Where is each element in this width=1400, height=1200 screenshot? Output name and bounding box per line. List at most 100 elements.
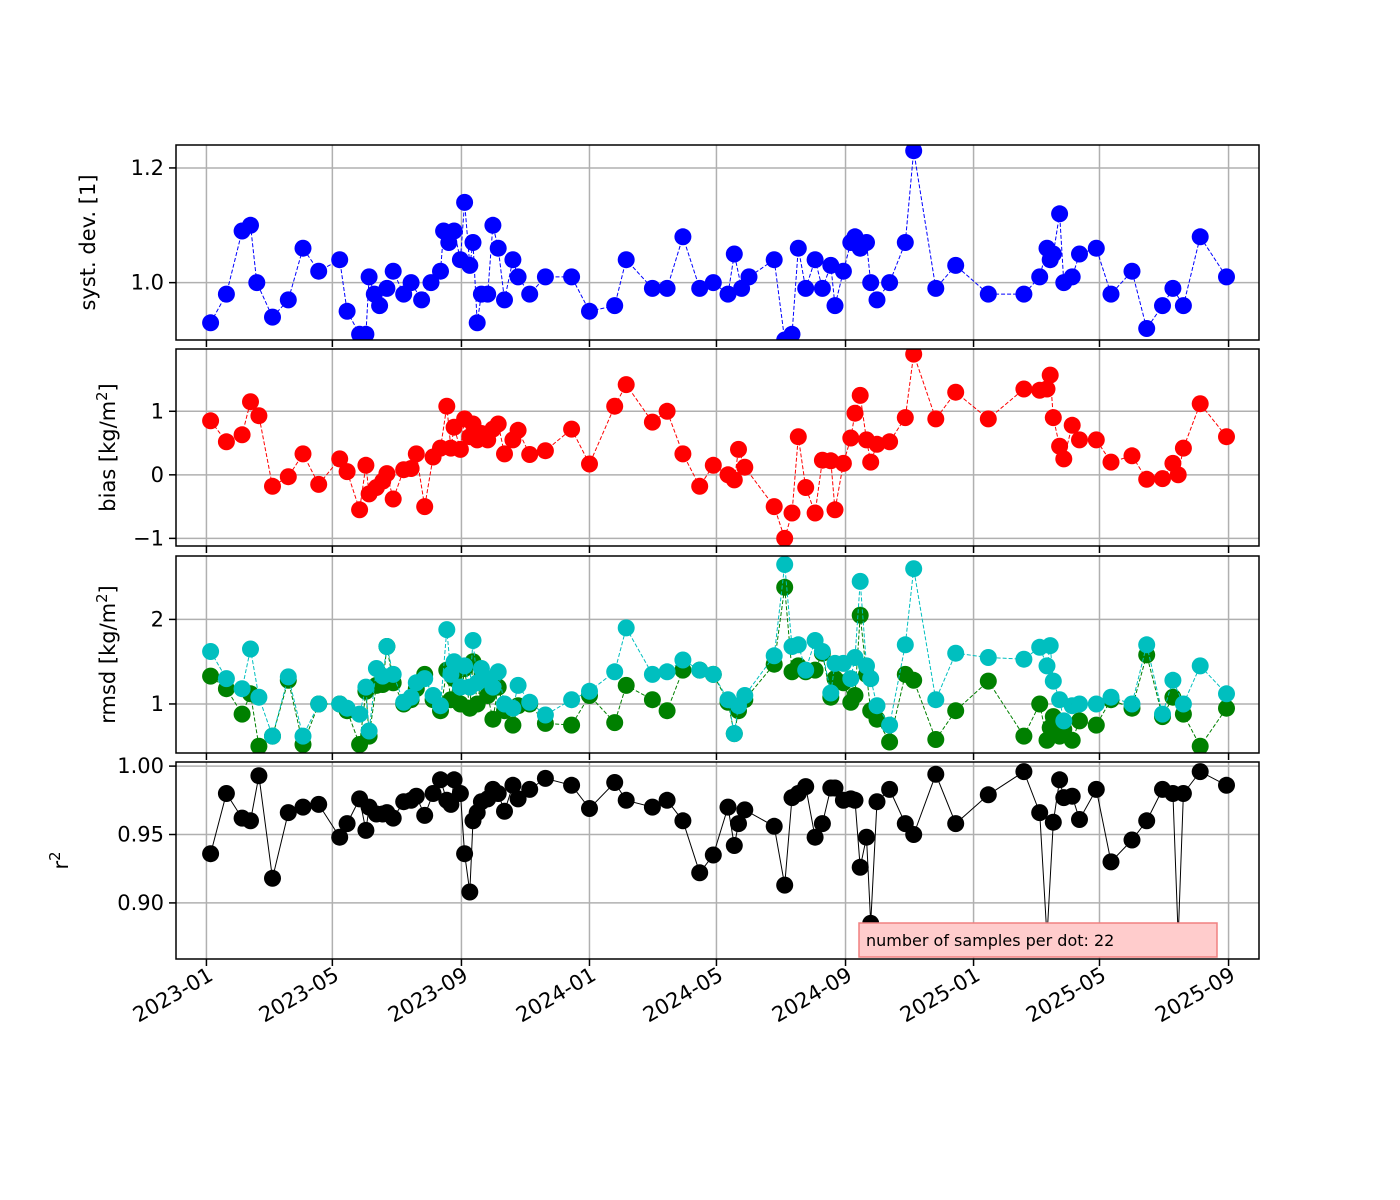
panel-sysdev: 1.0 1.2 syst. dev. [1] [76, 144, 1260, 347]
bias-point [851, 386, 869, 404]
bias-point [979, 410, 997, 428]
rmsd-point [432, 697, 449, 715]
bias-point [806, 504, 824, 522]
samples-annotation: number of samples per dot: 22 [858, 922, 1218, 958]
sysdev-point [432, 262, 449, 280]
rmsd-point [357, 678, 375, 696]
sysdev-point [1174, 297, 1192, 315]
r2-point [1191, 763, 1209, 781]
bias-point [606, 397, 624, 415]
rmsd-point [250, 737, 268, 753]
rmsd-point [947, 644, 965, 662]
y-axis-label: syst. dev. [1] [76, 174, 100, 310]
r2-point [331, 828, 349, 846]
sysdev-point [1164, 279, 1182, 297]
rmsd-point [360, 722, 378, 740]
sysdev-point [496, 291, 513, 309]
sysdev-point [248, 274, 266, 292]
bias-point [691, 477, 709, 495]
bias-point [927, 410, 945, 428]
sysdev-point [521, 285, 539, 303]
bias-point [1169, 466, 1187, 484]
x-tick-label: 2024-09 [768, 963, 856, 1028]
x-tick-label: 2025-01 [896, 963, 984, 1028]
sysdev-point [813, 279, 831, 297]
bias-point [725, 471, 743, 489]
bias-point [736, 458, 754, 476]
r2-point [851, 858, 869, 876]
sysdev-point [217, 285, 235, 303]
bias-point [658, 402, 676, 420]
r2-point [617, 791, 635, 809]
r2-point [202, 845, 220, 863]
bias-point [1174, 439, 1192, 457]
bias-point [536, 442, 554, 460]
r2-point [407, 787, 425, 805]
rmsd-series-line [210, 564, 1227, 738]
rmsd-point [1164, 671, 1182, 689]
y-axis-label: bias [kg/m2] [94, 383, 121, 511]
sysdev-point [1123, 262, 1141, 280]
rmsd-point [1218, 699, 1235, 717]
bias-point [310, 475, 328, 493]
rmsd-point [351, 705, 369, 723]
r2-point [691, 864, 709, 882]
axes-frame [175, 555, 1260, 754]
r2-point [947, 815, 965, 833]
sysdev-point [279, 291, 297, 309]
rmsd-series-line [210, 587, 1227, 748]
rmsd-point [658, 663, 676, 681]
r2-point [1102, 853, 1120, 871]
r2-point [242, 812, 259, 830]
rmsd-point [509, 676, 527, 694]
r2-point [416, 806, 434, 824]
rmsd-point [789, 636, 807, 654]
rmsd-point [896, 636, 914, 654]
rmsd-point [736, 687, 754, 704]
bias-point [1087, 431, 1105, 449]
sysdev-series-0 [202, 145, 1235, 340]
rmsd-point [842, 670, 860, 688]
rmsd-point [536, 706, 554, 724]
sysdev-point [765, 251, 783, 269]
sysdev-point [783, 325, 801, 340]
sysdev-point [484, 216, 502, 234]
sysdev-point [461, 256, 479, 274]
rmsd-point [927, 731, 945, 748]
r2-point [338, 815, 356, 833]
sysdev-point [1071, 245, 1088, 263]
bias-point [1138, 470, 1156, 488]
sysdev-point [402, 274, 420, 292]
rmsd-point [1191, 657, 1209, 675]
bias-point [1102, 453, 1120, 471]
rmsd-point [1071, 712, 1088, 730]
bias-point [250, 407, 268, 425]
rmsd-point [438, 621, 456, 639]
x-tick-label: 2024-01 [512, 963, 600, 1028]
rmsd-point [658, 702, 676, 720]
sysdev-point [881, 274, 899, 292]
r2-series-0 [202, 763, 1235, 946]
rmsd-point [294, 727, 312, 745]
rmsd-point [1038, 657, 1056, 675]
rmsd-point [504, 699, 522, 717]
bias-point [881, 433, 899, 451]
rmsd-point [264, 727, 281, 745]
bias-point [730, 440, 747, 458]
rmsd-point [643, 691, 661, 709]
rmsd-point [797, 661, 815, 679]
r2-point [445, 771, 463, 789]
sysdev-point [1031, 268, 1049, 286]
rmsd-point [1015, 650, 1033, 668]
r2-point [496, 802, 513, 820]
bias-point [834, 454, 852, 472]
y-tick-label: 0.95 [117, 823, 164, 847]
sysdev-point [371, 297, 389, 315]
bias-point [1154, 470, 1171, 488]
rmsd-point [1041, 637, 1059, 655]
r2-point [765, 817, 783, 835]
y-tick-label: 1.0 [131, 271, 164, 295]
sysdev-point [202, 314, 220, 332]
bias-point [496, 445, 513, 463]
rmsd-point [691, 661, 709, 679]
